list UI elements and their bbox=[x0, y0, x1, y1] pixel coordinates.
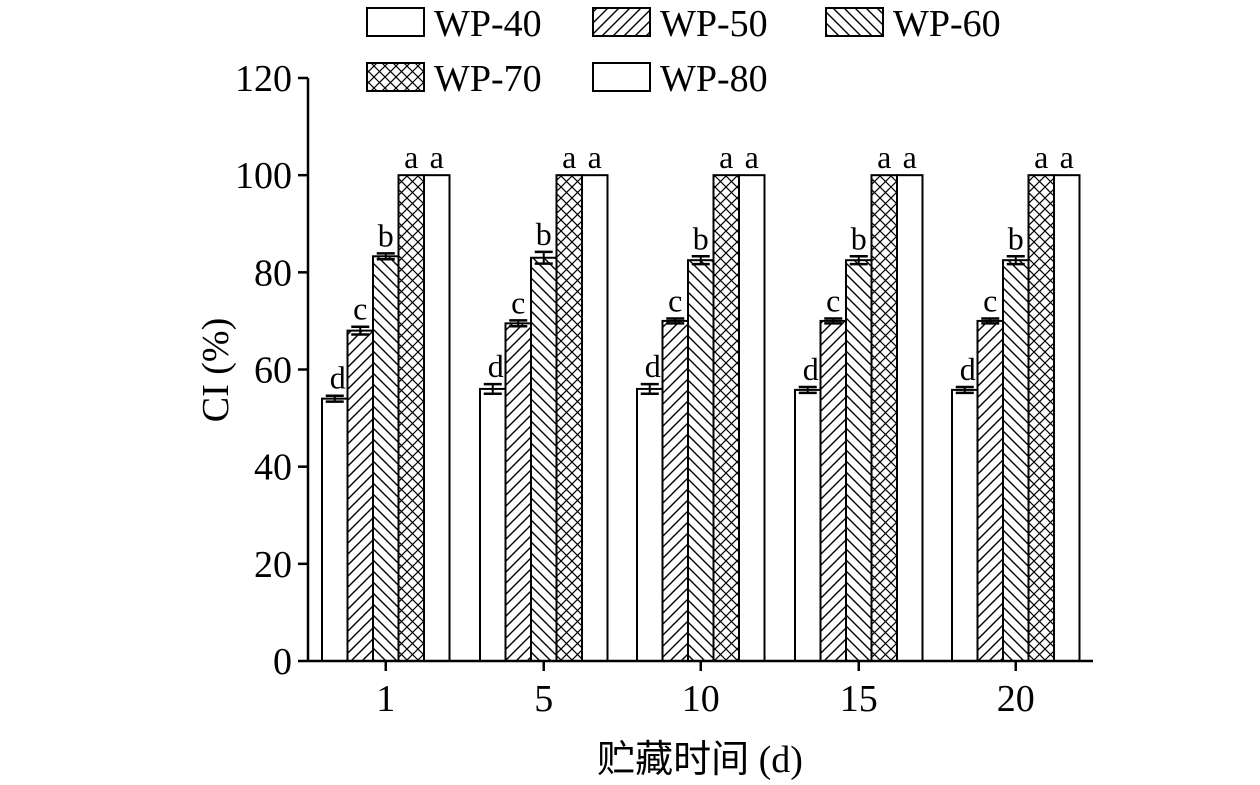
bar-wp-50-1 bbox=[346, 329, 374, 662]
bar-wp-80-20 bbox=[1053, 174, 1081, 663]
bar-wp-60-10 bbox=[687, 259, 715, 662]
x-ticks-group: 1 5 10 15 20 bbox=[376, 661, 1035, 720]
y-tick-label: 100 bbox=[235, 155, 292, 197]
legend-label-wp-60: WP-60 bbox=[893, 3, 1001, 45]
y-tick-label: 120 bbox=[235, 58, 292, 100]
legend-swatch-wp-60 bbox=[825, 7, 884, 37]
bar-wp-80-10 bbox=[738, 174, 766, 663]
y-ticks-group: 0 20 40 60 80 100 120 bbox=[235, 58, 308, 683]
y-tick-label: 20 bbox=[254, 544, 292, 586]
bar-wp-40-5 bbox=[479, 387, 507, 662]
bar-wp-50-15 bbox=[819, 319, 847, 662]
significance-label: c bbox=[668, 282, 682, 318]
bar-wp-40-10 bbox=[636, 387, 664, 662]
bar-wp-40-1 bbox=[321, 397, 349, 662]
y-tick-label: 0 bbox=[273, 641, 292, 683]
significance-label: a bbox=[404, 139, 418, 175]
significance-label: b bbox=[1008, 220, 1024, 256]
significance-label: d bbox=[488, 348, 504, 384]
significance-label: a bbox=[1060, 139, 1074, 175]
legend-swatch-wp-50 bbox=[592, 7, 651, 37]
y-tick-label: 40 bbox=[254, 447, 292, 489]
significance-label: d bbox=[803, 351, 819, 387]
significance-label: a bbox=[903, 139, 917, 175]
significance-label: c bbox=[983, 282, 997, 318]
significance-label: d bbox=[645, 348, 661, 384]
x-tick-label: 10 bbox=[682, 678, 720, 720]
legend-swatch-wp-80 bbox=[592, 62, 651, 92]
significance-label: a bbox=[719, 139, 733, 175]
significance-label: c bbox=[511, 284, 525, 320]
bar-wp-50-20 bbox=[976, 319, 1004, 662]
significance-label: a bbox=[745, 139, 759, 175]
y-tick-label: 60 bbox=[254, 350, 292, 392]
significance-label: c bbox=[353, 291, 367, 327]
bar-wp-80-5 bbox=[581, 174, 609, 663]
bar-wp-60-15 bbox=[845, 259, 873, 662]
significance-label: b bbox=[378, 217, 394, 253]
legend: WP-40 WP-50 WP-60 WP-70 WP-80 bbox=[366, 3, 1001, 100]
legend-label-wp-50: WP-50 bbox=[660, 3, 768, 45]
legend-swatch-wp-40 bbox=[366, 7, 425, 37]
significance-label: d bbox=[960, 351, 976, 387]
x-tick-label: 15 bbox=[840, 678, 878, 720]
bar-wp-50-10 bbox=[661, 319, 689, 662]
bar-wp-70-5 bbox=[555, 174, 583, 663]
significance-label: d bbox=[330, 360, 346, 396]
bar-wp-70-20 bbox=[1027, 174, 1055, 663]
x-tick-label: 1 bbox=[376, 678, 395, 720]
significance-label: a bbox=[588, 139, 602, 175]
y-axis-title: CI (%) bbox=[195, 318, 237, 422]
bar-wp-60-5 bbox=[530, 256, 558, 662]
bar-wp-70-10 bbox=[712, 174, 740, 663]
bar-wp-70-1 bbox=[397, 174, 425, 663]
significance-label: b bbox=[536, 216, 552, 252]
x-tick-label: 5 bbox=[534, 678, 553, 720]
x-tick-label: 20 bbox=[997, 678, 1035, 720]
legend-label-wp-70: WP-70 bbox=[434, 58, 542, 100]
significance-label: c bbox=[826, 282, 840, 318]
significance-label: a bbox=[877, 139, 891, 175]
bar-wp-70-15 bbox=[870, 174, 898, 663]
significance-label: a bbox=[562, 139, 576, 175]
significance-label: a bbox=[1034, 139, 1048, 175]
bar-wp-80-1 bbox=[423, 174, 451, 663]
significance-label: b bbox=[693, 220, 709, 256]
bar-wp-40-20 bbox=[951, 388, 979, 662]
bar-wp-40-15 bbox=[794, 388, 822, 662]
bar-wp-50-5 bbox=[504, 322, 532, 662]
bar-wp-80-15 bbox=[896, 174, 924, 663]
bar-wp-60-1 bbox=[372, 255, 400, 662]
legend-label-wp-80: WP-80 bbox=[660, 58, 768, 100]
legend-label-wp-40: WP-40 bbox=[434, 3, 542, 45]
x-axis-title: 贮藏时间 (d) bbox=[597, 739, 803, 781]
legend-swatch-wp-70 bbox=[366, 62, 425, 92]
significance-label: a bbox=[430, 139, 444, 175]
bar-wp-60-20 bbox=[1002, 259, 1030, 662]
significance-label: b bbox=[851, 220, 867, 256]
y-tick-label: 80 bbox=[254, 252, 292, 294]
